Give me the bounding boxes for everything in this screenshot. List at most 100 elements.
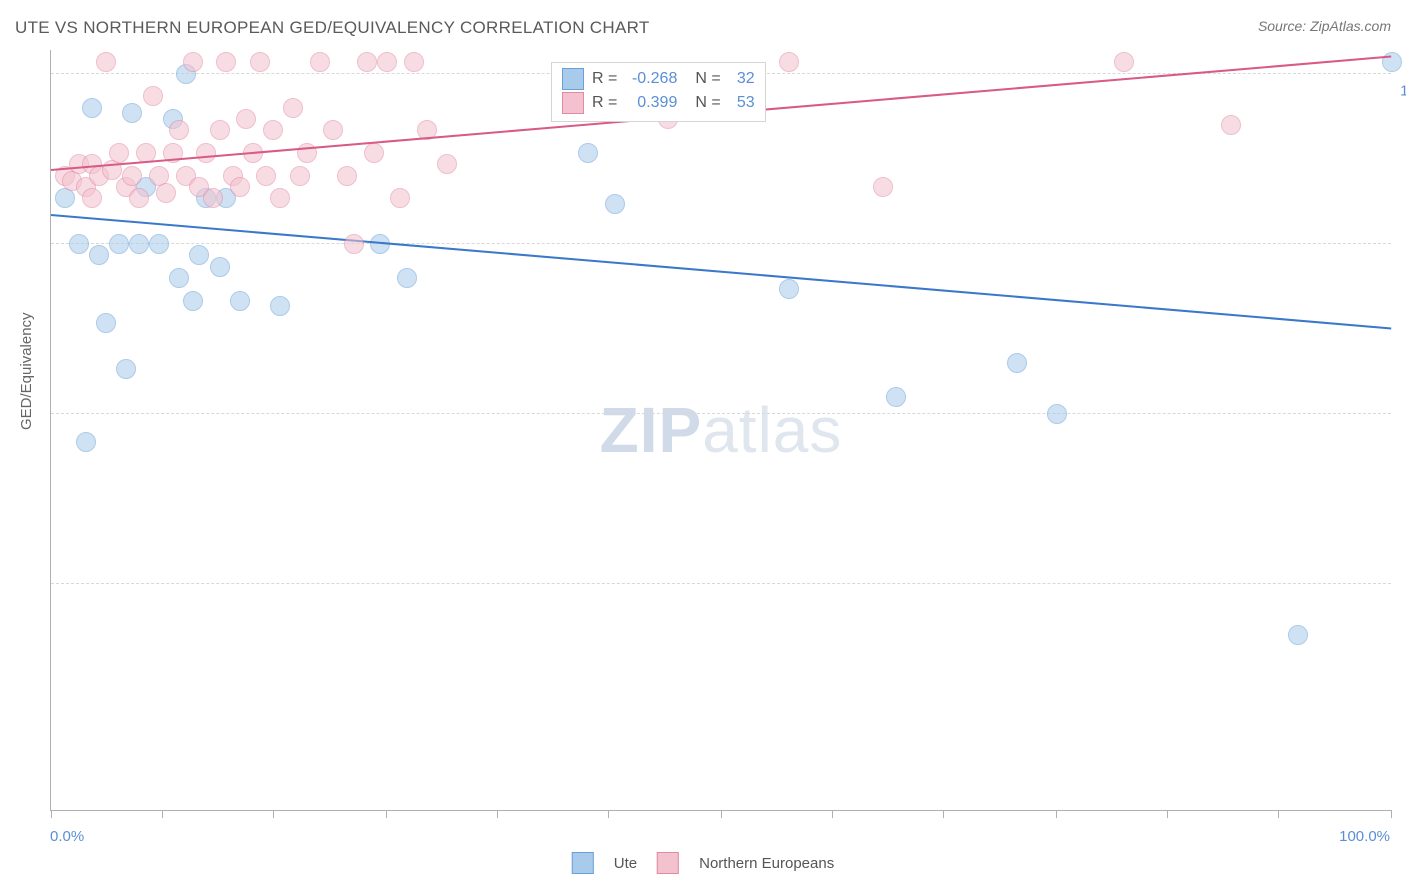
data-point (357, 52, 377, 72)
x-min-label: 0.0% (50, 828, 84, 845)
watermark: ZIPatlas (600, 393, 843, 467)
x-max-label: 100.0% (1339, 828, 1390, 845)
data-point (156, 183, 176, 203)
series-swatch (562, 68, 584, 90)
legend-swatch (572, 852, 594, 874)
data-point (873, 177, 893, 197)
data-point (89, 245, 109, 265)
x-tick (1391, 810, 1392, 818)
data-point (290, 166, 310, 186)
chart-header: UTE VS NORTHERN EUROPEAN GED/EQUIVALENCY… (15, 18, 1391, 42)
data-point (169, 268, 189, 288)
data-point (1007, 353, 1027, 373)
data-point (1221, 115, 1241, 135)
trend-line (51, 214, 1391, 329)
data-point (1047, 404, 1067, 424)
data-point (578, 143, 598, 163)
data-point (183, 291, 203, 311)
data-point (129, 188, 149, 208)
chart-source: Source: ZipAtlas.com (1258, 18, 1391, 34)
gridline (51, 583, 1391, 584)
data-point (230, 177, 250, 197)
data-point (1114, 52, 1134, 72)
data-point (377, 52, 397, 72)
data-point (390, 188, 410, 208)
data-point (210, 257, 230, 277)
r-stat: R =0.399 (592, 94, 677, 112)
x-tick (162, 810, 163, 818)
n-stat: N =32 (695, 70, 754, 88)
x-tick (386, 810, 387, 818)
data-point (236, 109, 256, 129)
x-tick (1167, 810, 1168, 818)
x-tick (608, 810, 609, 818)
legend-label: Northern Europeans (699, 855, 834, 872)
data-point (364, 143, 384, 163)
data-point (323, 120, 343, 140)
data-point (310, 52, 330, 72)
chart-title: UTE VS NORTHERN EUROPEAN GED/EQUIVALENCY… (15, 18, 650, 37)
data-point (96, 52, 116, 72)
data-point (143, 86, 163, 106)
data-point (886, 387, 906, 407)
data-point (82, 188, 102, 208)
data-point (122, 103, 142, 123)
data-point (270, 188, 290, 208)
data-point (76, 432, 96, 452)
watermark-light: atlas (702, 394, 842, 466)
stats-box: R =-0.268 N =32 R =0.399 N =53 (551, 62, 766, 122)
n-stat: N =53 (695, 94, 754, 112)
data-point (96, 313, 116, 333)
x-tick (51, 810, 52, 818)
stats-row: R =0.399 N =53 (562, 91, 755, 115)
data-point (270, 296, 290, 316)
x-tick (1056, 810, 1057, 818)
legend: Ute Northern Europeans (572, 852, 834, 874)
data-point (1288, 625, 1308, 645)
x-tick (832, 810, 833, 818)
x-tick (497, 810, 498, 818)
data-point (183, 52, 203, 72)
gridline (51, 243, 1391, 244)
data-point (605, 194, 625, 214)
data-point (779, 279, 799, 299)
data-point (283, 98, 303, 118)
data-point (250, 52, 270, 72)
data-point (69, 234, 89, 254)
data-point (116, 359, 136, 379)
data-point (779, 52, 799, 72)
data-point (210, 120, 230, 140)
data-point (55, 188, 75, 208)
data-point (196, 143, 216, 163)
data-point (404, 52, 424, 72)
r-stat: R =-0.268 (592, 70, 677, 88)
data-point (109, 234, 129, 254)
data-point (216, 52, 236, 72)
data-point (437, 154, 457, 174)
x-tick (943, 810, 944, 818)
x-tick (1278, 810, 1279, 818)
legend-label: Ute (614, 855, 637, 872)
data-point (169, 120, 189, 140)
y-tick-label: 100.0% (1400, 82, 1406, 99)
data-point (129, 234, 149, 254)
data-point (263, 120, 283, 140)
data-point (256, 166, 276, 186)
data-point (397, 268, 417, 288)
data-point (344, 234, 364, 254)
data-point (230, 291, 250, 311)
y-axis-label: GED/Equivalency (18, 312, 35, 430)
legend-swatch (657, 852, 679, 874)
data-point (189, 245, 209, 265)
data-point (82, 98, 102, 118)
plot-area: ZIPatlas 100.0%85.0%70.0%55.0%R =-0.268N… (50, 50, 1391, 811)
series-swatch (562, 92, 584, 114)
gridline (51, 413, 1391, 414)
stats-row: R =-0.268 N =32 (562, 67, 755, 91)
data-point (149, 234, 169, 254)
data-point (337, 166, 357, 186)
x-tick (273, 810, 274, 818)
watermark-bold: ZIP (600, 394, 703, 466)
data-point (109, 143, 129, 163)
x-tick (721, 810, 722, 818)
